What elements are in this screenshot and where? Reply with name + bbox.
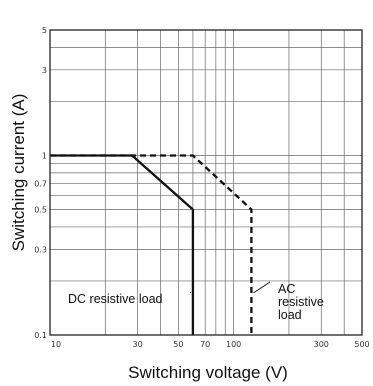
x-tick-label: 100	[226, 340, 241, 349]
annotations: DC resistive load AC resistive load	[68, 281, 324, 322]
y-axis-title: Switching current (A)	[9, 94, 28, 252]
annotation-leader	[189, 291, 192, 294]
series-line-2	[50, 154, 253, 335]
y-tick-label: 0.5	[34, 206, 47, 215]
x-tick-label: 10	[51, 340, 61, 349]
x-tick-label: 500	[354, 340, 369, 349]
x-tick-label: 30	[133, 340, 143, 349]
annotation-label: DC resistive load	[68, 292, 163, 306]
y-tick-label: 1	[42, 151, 47, 160]
annotation-line: load	[278, 308, 302, 322]
y-tick-label: 3	[42, 66, 47, 75]
x-axis-title: Switching voltage (V)	[128, 363, 288, 382]
x-tick-label: 70	[200, 340, 210, 349]
annotation-line: resistive	[278, 295, 324, 309]
annotation-leader	[253, 281, 271, 294]
y-tick-label: 0.7	[34, 179, 47, 188]
series-line-1	[50, 154, 195, 335]
y-tick-label: 0.1	[34, 331, 47, 340]
annotation-line: AC	[278, 282, 295, 296]
y-tick-label: 5	[42, 26, 47, 35]
tick-labels: 10 30 50 70 100 300 500 0.1 0.3 0.5 0.7 1 3 5	[34, 26, 369, 349]
series-layer	[50, 154, 253, 335]
y-tick-label: 0.3	[34, 245, 47, 254]
plot-frame	[49, 29, 363, 336]
x-tick-label: 300	[314, 340, 329, 349]
grid	[50, 30, 362, 335]
annotation-label: AC resistive load	[278, 282, 324, 322]
x-tick-label: 50	[173, 340, 183, 349]
annotation-line: DC resistive load	[68, 292, 163, 306]
